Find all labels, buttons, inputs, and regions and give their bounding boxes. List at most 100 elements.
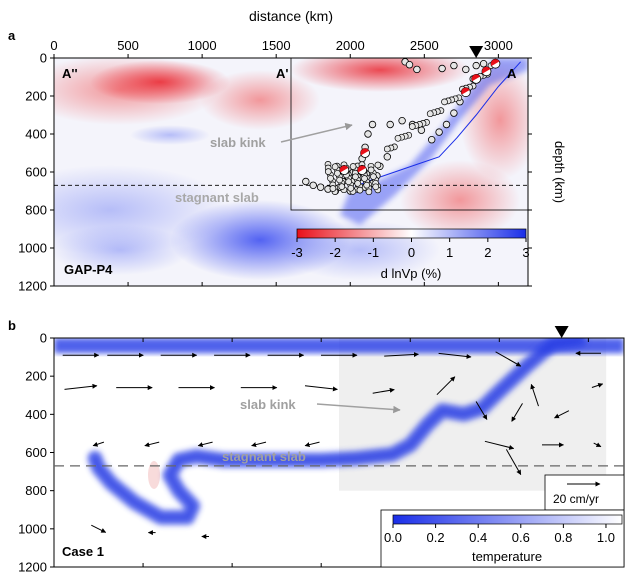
earthquake-band-22 — [408, 123, 416, 130]
velocity-arrow-27 — [304, 441, 320, 448]
y-tick-label-b: 0 — [40, 331, 47, 346]
colorbar-b: 0.0 0.2 0.4 0.6 0.8 1.0 temperature — [380, 509, 625, 568]
section-label-a-prime: A' — [276, 66, 288, 81]
trench-marker-icon — [554, 326, 569, 338]
earthquake-cluster-41 — [327, 174, 334, 182]
colorbar-a-tick-label: -2 — [329, 245, 341, 260]
colorbar-b-tick-label: 1.0 — [597, 530, 615, 545]
earthquake-4 — [450, 61, 458, 70]
earthquake-cluster-42 — [347, 184, 355, 192]
model-name-b: Case 1 — [62, 544, 104, 559]
earthquake-cluster-53 — [363, 181, 371, 189]
earthquake-13 — [435, 128, 443, 136]
focal-mechanism-1 — [481, 66, 492, 77]
annotation-stagnant-slab-a: stagnant slab — [175, 190, 259, 205]
colorbar-a: -3 -2 -1 0 1 2 3 d lnVp (%) — [291, 228, 530, 281]
colorbar-a-tick-label: -1 — [368, 245, 380, 260]
earthquake-14 — [428, 135, 436, 144]
focal-mechanism-4 — [360, 148, 370, 158]
earthquake-20 — [364, 130, 372, 138]
x-tick-label: 0 — [50, 38, 57, 53]
velocity-arrow-18 — [591, 382, 604, 388]
y-tick-label: 200 — [25, 89, 47, 104]
y-tick-label: 1000 — [18, 241, 47, 256]
colorbar-b-tick-label: 0.4 — [469, 530, 487, 545]
section-label-a: A — [507, 66, 517, 81]
panel-label-b: b — [8, 318, 16, 333]
velocity-arrows — [62, 350, 604, 539]
earthquake-3 — [438, 64, 446, 73]
earthquake-band-29 — [383, 145, 391, 153]
trench-marker-icon — [469, 46, 484, 58]
velocity-arrow-10 — [64, 383, 98, 390]
x-ticks-a: 0 500 1000 1500 2000 2500 3000 — [50, 38, 513, 286]
velocity-scale-label: 20 cm/yr — [553, 492, 599, 506]
y-tick-label: 800 — [25, 203, 47, 218]
earthquake-15 — [417, 126, 426, 134]
y-tick-label-b: 1000 — [18, 521, 47, 536]
velocity-arrow-30 — [593, 442, 602, 448]
y-tick-label: 0 — [40, 51, 47, 66]
colorbar-b-gradient — [392, 514, 623, 525]
velocity-arrow-22 — [554, 410, 570, 419]
annotation-arrow-a — [280, 122, 353, 143]
earthquake-group — [302, 58, 495, 196]
focal-mechanism-0 — [490, 58, 501, 69]
colorbar-a-tick-label: 0 — [408, 245, 415, 260]
earthquake-39 — [309, 181, 317, 189]
y-tick-label-b: 1200 — [18, 560, 47, 575]
velocity-arrow-23 — [92, 441, 105, 447]
focal-mechanism-5 — [357, 165, 368, 176]
earthquake-2 — [413, 65, 421, 74]
y-tick-label: 1200 — [18, 279, 47, 294]
velocity-arrow-24 — [144, 441, 160, 448]
velocity-arrow-31 — [505, 449, 522, 476]
y-ticks-b: 0 200 400 600 800 1000 1200 — [18, 331, 54, 575]
y-ticks-a: 0 200 400 600 800 1000 1200 — [18, 51, 532, 294]
panel-label-a: a — [8, 28, 16, 43]
earthquake-37 — [383, 153, 391, 161]
earthquake-cluster-58 — [361, 175, 368, 182]
velocity-arrow-7 — [438, 352, 472, 359]
y-axis-title: depth (km) — [552, 141, 567, 203]
y-tick-label: 600 — [25, 165, 47, 180]
earthquake-cluster-51 — [374, 161, 382, 169]
earthquake-cluster-47 — [345, 178, 352, 186]
earthquake-12 — [442, 120, 451, 129]
velocity-arrow-26 — [251, 441, 267, 448]
x-tick-label: 500 — [117, 38, 139, 53]
earthquake-cluster-39 — [338, 183, 346, 190]
slab-core — [92, 338, 583, 521]
earthquake-cluster-38 — [370, 173, 377, 180]
earthquake-5 — [462, 65, 470, 74]
colorbar-b-tick-label: 0.0 — [384, 530, 402, 545]
velocity-arrow-25 — [197, 441, 213, 448]
velocity-arrow-20 — [475, 401, 488, 420]
earthquake-11 — [450, 109, 458, 117]
x-tick-label: 2500 — [410, 38, 439, 53]
velocity-arrow-8 — [495, 351, 522, 367]
tomography-field — [54, 58, 528, 286]
colorbar-b-tick-label: 0.6 — [512, 530, 530, 545]
warm-anomaly — [148, 461, 160, 489]
earthquake-19 — [368, 120, 377, 129]
model-name-a: GAP-P4 — [64, 262, 113, 277]
earthquake-cluster-46 — [324, 168, 332, 175]
focal-mechanism-6 — [339, 165, 350, 176]
surface-layer — [54, 338, 624, 354]
earthquake-18 — [386, 120, 394, 129]
velocity-arrow-17 — [530, 383, 539, 407]
earthquake-cluster-49 — [334, 169, 341, 177]
annotation-stagnant-slab-b: stagnant slab — [222, 449, 306, 464]
velocity-arrow-6 — [384, 352, 419, 358]
colorbar-b-ticks: 0.0 0.2 0.4 0.6 0.8 1.0 — [384, 524, 615, 545]
panel-b: b 0 200 400 600 800 1000 1200 slab kink stagna… — [8, 318, 625, 575]
earthquake-cluster-59 — [329, 185, 337, 192]
annotation-slab-kink-b: slab kink — [240, 397, 296, 412]
panel-a: a distance (km) — [8, 8, 567, 294]
x-tick-label: 3000 — [484, 38, 513, 53]
x-tick-label: 1500 — [262, 38, 291, 53]
earthquake-cluster-37 — [349, 163, 357, 170]
velocity-arrow-14 — [304, 385, 338, 392]
